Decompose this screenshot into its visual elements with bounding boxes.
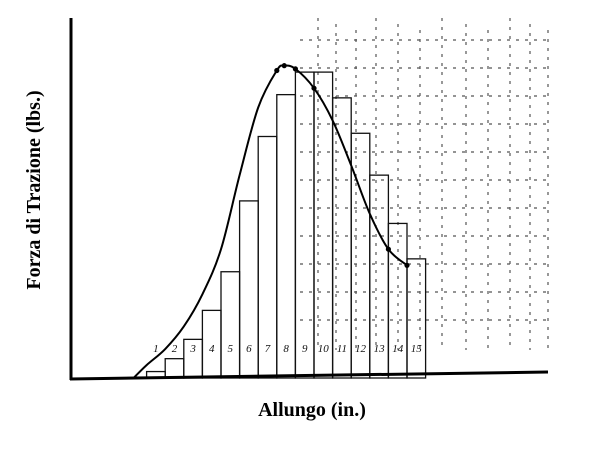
strip-label: 8 [283,343,289,355]
strip-label: 12 [355,343,367,355]
y-axis-label: Forza di Trazione (lbs.) [23,90,45,289]
curve-marker [292,66,298,72]
bar-strips [145,71,427,379]
strip-label: 10 [318,343,330,355]
curve-marker [274,67,280,74]
curve-marker [385,246,391,252]
strip-label: 11 [337,343,347,355]
curve-marker [404,262,410,268]
x-axis [69,370,549,381]
curve-marker [281,63,287,69]
strip-labels: 1 2 3 4 5 6 7 8 9 10 11 12 13 14 15 [153,343,422,355]
strip-label: 15 [411,343,423,355]
bar-strip [313,71,334,379]
bar-strip [220,271,241,379]
bar-strip [257,135,278,379]
strip-label: 5 [228,343,234,355]
strip-label: 9 [302,343,308,355]
bar-strip [294,71,315,379]
strip-label: 7 [265,343,271,355]
strip-label: 13 [374,343,386,355]
strip-label: 14 [392,343,404,355]
strip-label: 6 [246,343,252,355]
background-dashed-grid [300,18,549,350]
tensile-curve [132,64,408,379]
bar-strip [406,258,427,379]
strip-label: 1 [153,343,159,355]
strip-label: 3 [189,343,196,355]
strip-label: 2 [172,343,178,355]
curve-markers [274,63,410,268]
curve-marker [311,85,317,91]
strip-label: 4 [209,343,215,355]
x-axis-label: Allungo (in.) [258,399,366,421]
bar-strip [276,93,297,379]
bar-strip [164,358,185,379]
